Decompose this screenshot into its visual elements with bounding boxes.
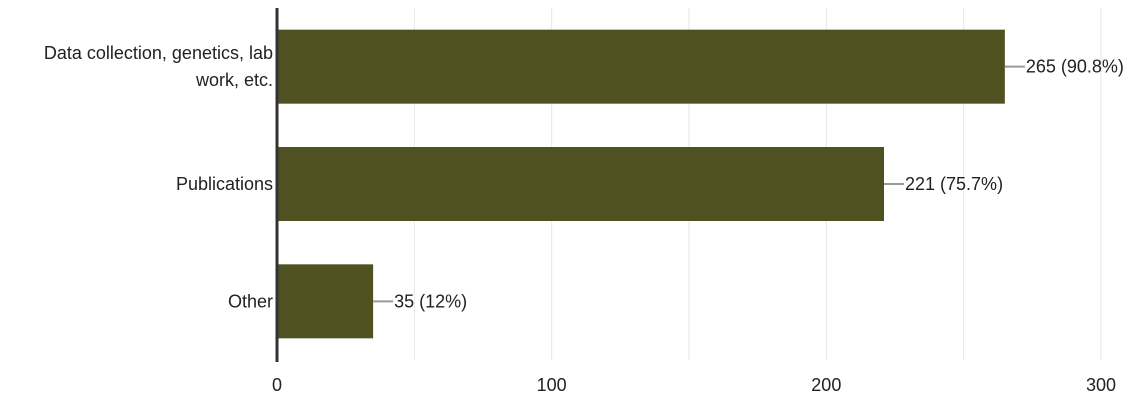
data-label: 35 (12%) bbox=[394, 291, 467, 311]
bar bbox=[277, 264, 374, 339]
category-label: Other bbox=[228, 291, 273, 311]
x-tick-label: 0 bbox=[272, 375, 282, 395]
bar bbox=[277, 29, 1005, 104]
labels: 265 (90.8%) Data collection, genetics, la… bbox=[44, 43, 1124, 395]
data-label: 265 (90.8%) bbox=[1026, 57, 1124, 77]
category-label: Publications bbox=[176, 174, 273, 194]
data-label: 221 (75.7%) bbox=[905, 174, 1003, 194]
x-tick-label: 100 bbox=[537, 375, 567, 395]
category-label: Data collection, genetics, lab work, etc. bbox=[44, 43, 273, 90]
x-tick-label: 300 bbox=[1086, 375, 1116, 395]
bars bbox=[277, 29, 1005, 339]
x-tick-label: 200 bbox=[811, 375, 841, 395]
bar bbox=[277, 147, 885, 221]
